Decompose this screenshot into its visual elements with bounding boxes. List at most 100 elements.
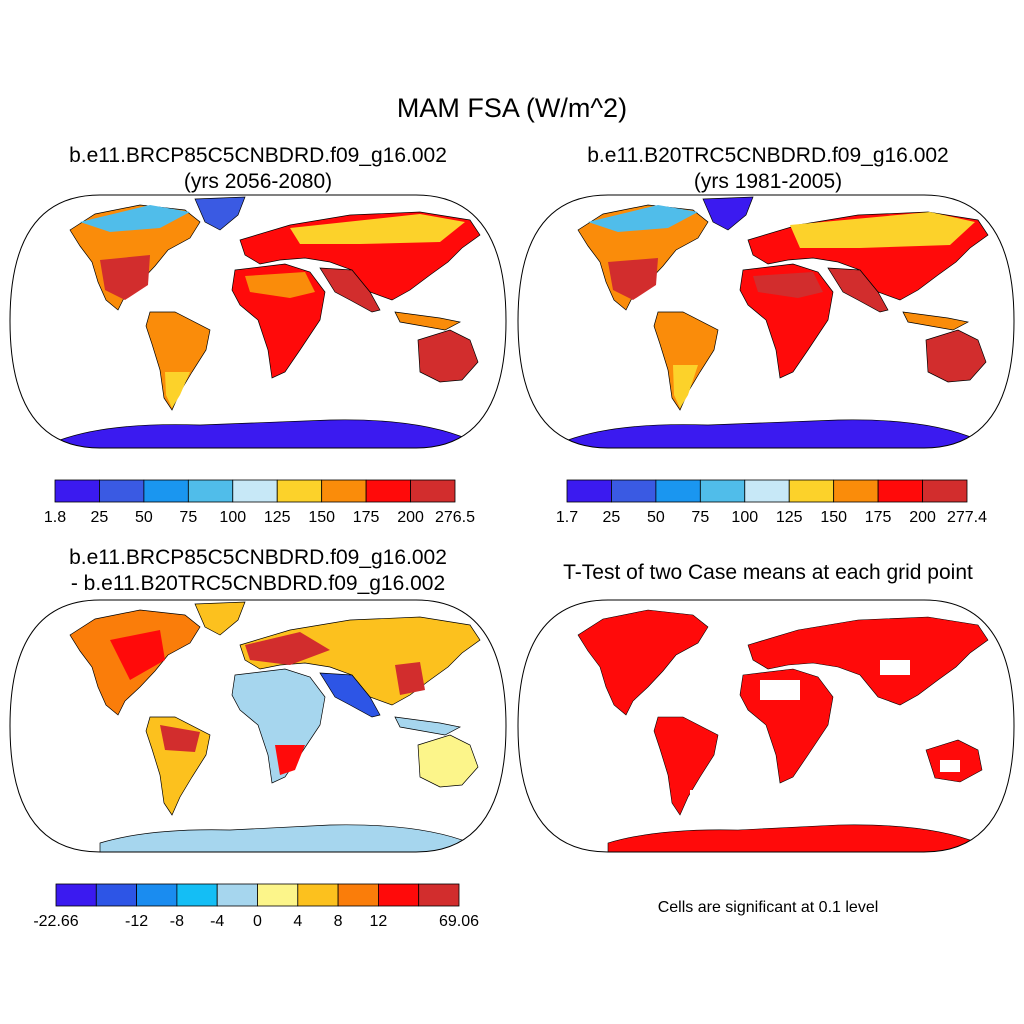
colorbar-swatch bbox=[833, 479, 879, 503]
colorbar-tick-label: 200 bbox=[909, 509, 936, 526]
colorbar-tick-label: 276.5 bbox=[435, 509, 475, 526]
eurasia bbox=[747, 616, 989, 706]
colorbar-swatch bbox=[418, 883, 460, 907]
map-outline-panel-1 bbox=[9, 194, 507, 449]
indonesia bbox=[902, 311, 970, 331]
colorbar-tick-label: 75 bbox=[691, 509, 709, 526]
colorbar-swatch bbox=[410, 479, 456, 503]
colorbar-swatch bbox=[297, 883, 339, 907]
arabia-india bbox=[827, 267, 889, 313]
sahara bbox=[753, 272, 823, 298]
panel2-title-line2: (yrs 1981-2005) bbox=[693, 170, 843, 193]
greenland bbox=[194, 196, 246, 231]
insignificant-gaps-panel-4 bbox=[690, 660, 960, 800]
colorbar-panel-3: -22.66 -12 -8 -4 0 4 8 12 69.06 bbox=[33, 883, 479, 930]
north-america-south bbox=[608, 258, 658, 300]
colorbar-tick-label: -4 bbox=[210, 913, 224, 930]
colorbar-tick-label: 125 bbox=[264, 509, 291, 526]
colorbar-swatch bbox=[566, 479, 612, 503]
colorbar-swatch bbox=[99, 479, 145, 503]
colorbar-panel-2: 1.7 25 50 75 100 125 150 175 200 277.4 bbox=[556, 479, 987, 526]
south-america-south bbox=[165, 372, 190, 408]
colorbar-tick-label: 277.4 bbox=[947, 509, 987, 526]
colorbar-tick-label: 175 bbox=[865, 509, 892, 526]
north-america-south bbox=[100, 255, 150, 300]
panel1-title-line2: (yrs 2056-2080) bbox=[183, 170, 333, 193]
colorbar-swatch bbox=[655, 479, 701, 503]
colorbar-swatch bbox=[187, 479, 234, 503]
colorbar-swatch bbox=[699, 479, 746, 503]
australia bbox=[417, 329, 479, 383]
africa-south-red bbox=[275, 745, 305, 775]
sahara bbox=[245, 272, 315, 298]
colorbar-swatch bbox=[788, 479, 835, 503]
colorbar-tick-label: 100 bbox=[219, 509, 246, 526]
colorbar-tick-label: 4 bbox=[293, 913, 302, 930]
colorbar-swatch bbox=[365, 479, 411, 503]
siberia-band bbox=[790, 212, 975, 248]
amazon bbox=[160, 725, 200, 752]
colorbar-tick-label: 150 bbox=[820, 509, 847, 526]
south-america bbox=[653, 716, 719, 816]
colorbar-swatch bbox=[337, 883, 379, 907]
north-america bbox=[577, 609, 709, 716]
colorbar-panel-1: 1.8 25 50 75 100 125 150 175 200 276.5 bbox=[44, 479, 475, 526]
map-panel-3 bbox=[9, 599, 507, 853]
colorbar-swatch bbox=[611, 479, 657, 503]
colorbar-swatch bbox=[232, 479, 278, 503]
arabia-india bbox=[319, 672, 381, 718]
colorbar-swatch bbox=[877, 479, 923, 503]
panel2-title-line1: b.e11.B20TRC5CNBDRD.f09_g16.002 bbox=[587, 144, 949, 167]
europe-red bbox=[245, 632, 330, 665]
colorbar-tick-label: 50 bbox=[135, 509, 153, 526]
colorbar-tick-label: 8 bbox=[334, 913, 343, 930]
africa bbox=[231, 668, 326, 784]
significance-note: Cells are significant at 0.1 level bbox=[657, 899, 879, 916]
continents-panel-3 bbox=[69, 601, 481, 852]
colorbar-tick-label: 50 bbox=[647, 509, 665, 526]
continents-panel-2 bbox=[567, 196, 989, 448]
colorbar-swatch bbox=[95, 883, 138, 907]
north-america-east bbox=[110, 630, 165, 680]
colorbar-tick-label: 200 bbox=[397, 509, 424, 526]
colorbar-tick-label: -12 bbox=[125, 913, 148, 930]
colorbar-swatch bbox=[321, 479, 367, 503]
australia bbox=[417, 734, 479, 788]
colorbar-tick-label: 12 bbox=[370, 913, 388, 930]
significant-cells-panel-4 bbox=[577, 609, 989, 852]
colorbar-swatch bbox=[744, 479, 790, 503]
colorbar-tick-label: 150 bbox=[308, 509, 335, 526]
colorbar-swatch bbox=[143, 479, 189, 503]
map-panel-2 bbox=[517, 194, 1015, 449]
panel3-title-line1: b.e11.BRCP85C5CNBDRD.f09_g16.002 bbox=[69, 546, 447, 569]
continents-panel-1 bbox=[59, 196, 481, 448]
antarctica bbox=[567, 419, 979, 448]
colorbar-swatch bbox=[922, 479, 968, 503]
arctic-canada bbox=[588, 205, 698, 232]
east-asia-red bbox=[395, 662, 425, 695]
south-america-south bbox=[673, 365, 698, 408]
colorbar-tick-label: 25 bbox=[603, 509, 621, 526]
map-panel-1 bbox=[9, 194, 507, 449]
colorbar-tick-label: 125 bbox=[776, 509, 803, 526]
greenland bbox=[702, 196, 754, 231]
indonesia bbox=[394, 311, 462, 331]
colorbar-tick-label: 0 bbox=[253, 913, 262, 930]
panel2-title: b.e11.B20TRC5CNBDRD.f09_g16.002 (yrs 198… bbox=[518, 143, 1018, 195]
antarctica bbox=[99, 824, 471, 852]
siberia-band bbox=[290, 214, 465, 244]
colorbar-swatch bbox=[216, 883, 258, 907]
panel1-title: b.e11.BRCP85C5CNBDRD.f09_g16.002 (yrs 20… bbox=[8, 143, 508, 195]
colorbar-tick-label: 1.7 bbox=[556, 509, 578, 526]
map-outline-panel-4 bbox=[517, 599, 1015, 853]
map-outline-panel-2 bbox=[517, 194, 1015, 449]
colorbar-tick-label: 25 bbox=[91, 509, 109, 526]
figure-title: MAM FSA (W/m^2) bbox=[396, 93, 628, 123]
colorbar-swatch bbox=[136, 883, 178, 907]
colorbar-tick-label: -22.66 bbox=[33, 913, 78, 930]
colorbar-tick-label: 175 bbox=[353, 509, 380, 526]
antarctica bbox=[59, 419, 471, 448]
panel3-title-line2: - b.e11.B20TRC5CNBDRD.f09_g16.002 bbox=[70, 572, 446, 595]
indonesia bbox=[394, 716, 462, 736]
